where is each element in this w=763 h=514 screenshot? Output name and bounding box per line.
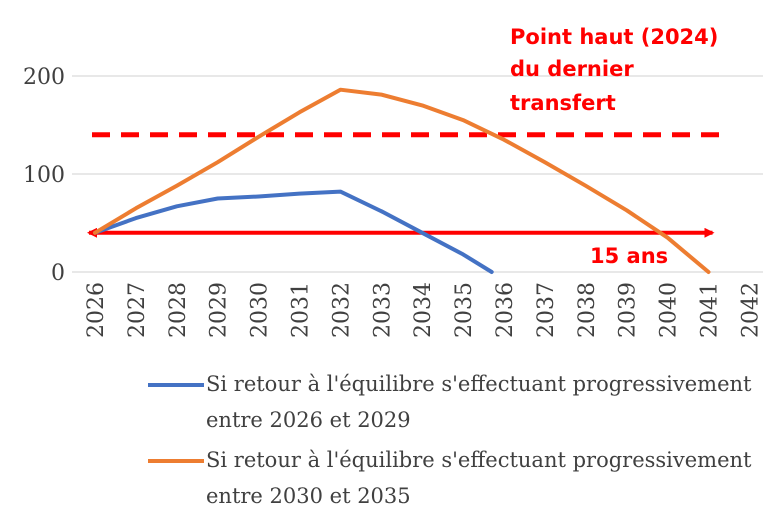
legend-label-series-1: Si retour à l'équilibre s'effectuant pro… [206, 372, 752, 432]
peak-label-line-3: transfert [510, 91, 616, 115]
x-tick-label: 2041 [698, 282, 723, 338]
x-tick-label: 2034 [411, 282, 436, 338]
legend-item-series-1: Si retour à l'équilibre s'effectuant pro… [148, 366, 763, 438]
series-line-2 [93, 87, 711, 274]
peak-annotation-label: Point haut (2024) du dernier transfert [510, 25, 718, 115]
x-tick-label: 2033 [370, 282, 395, 338]
y-axis-ticks: 0 100 200 [23, 65, 65, 286]
x-tick-label: 2031 [289, 282, 314, 338]
span-arrow-label: 15 ans [590, 244, 668, 268]
legend-swatch-orange [148, 459, 204, 463]
x-tick-label: 2029 [207, 282, 232, 338]
x-tick-label: 2036 [493, 282, 518, 338]
series-line-1 [93, 189, 494, 274]
x-tick-label: 2026 [84, 282, 109, 338]
x-tick-label: 2032 [329, 282, 354, 338]
x-tick-label: 2042 [738, 282, 763, 338]
x-tick-label: 2039 [616, 282, 641, 338]
x-tick-label: 2037 [534, 282, 559, 338]
legend-swatch-blue [148, 383, 204, 387]
peak-label-line-1: Point haut (2024) [510, 25, 718, 49]
series-lines [93, 87, 711, 274]
legend-label-series-2: Si retour à l'équilibre s'effectuant pro… [206, 448, 752, 508]
x-tick-label: 2035 [452, 282, 477, 338]
x-tick-label: 2028 [166, 282, 191, 338]
gridlines [72, 75, 763, 273]
x-tick-label: 2030 [248, 282, 273, 338]
y-tick-label: 100 [23, 163, 65, 188]
annotations [87, 132, 724, 238]
legend-item-series-2: Si retour à l'équilibre s'effectuant pro… [148, 442, 763, 514]
y-tick-label: 200 [23, 65, 65, 90]
legend: Si retour à l'équilibre s'effectuant pro… [148, 366, 763, 514]
x-tick-label: 2038 [575, 282, 600, 338]
x-axis-ticks: 2026 2027 2028 2029 2030 2031 2032 2033 2034 2035… [84, 282, 763, 338]
y-tick-label: 0 [51, 261, 65, 286]
x-tick-label: 2027 [125, 282, 150, 338]
x-tick-label: 2040 [657, 282, 682, 338]
peak-label-line-2: du dernier [510, 57, 634, 81]
